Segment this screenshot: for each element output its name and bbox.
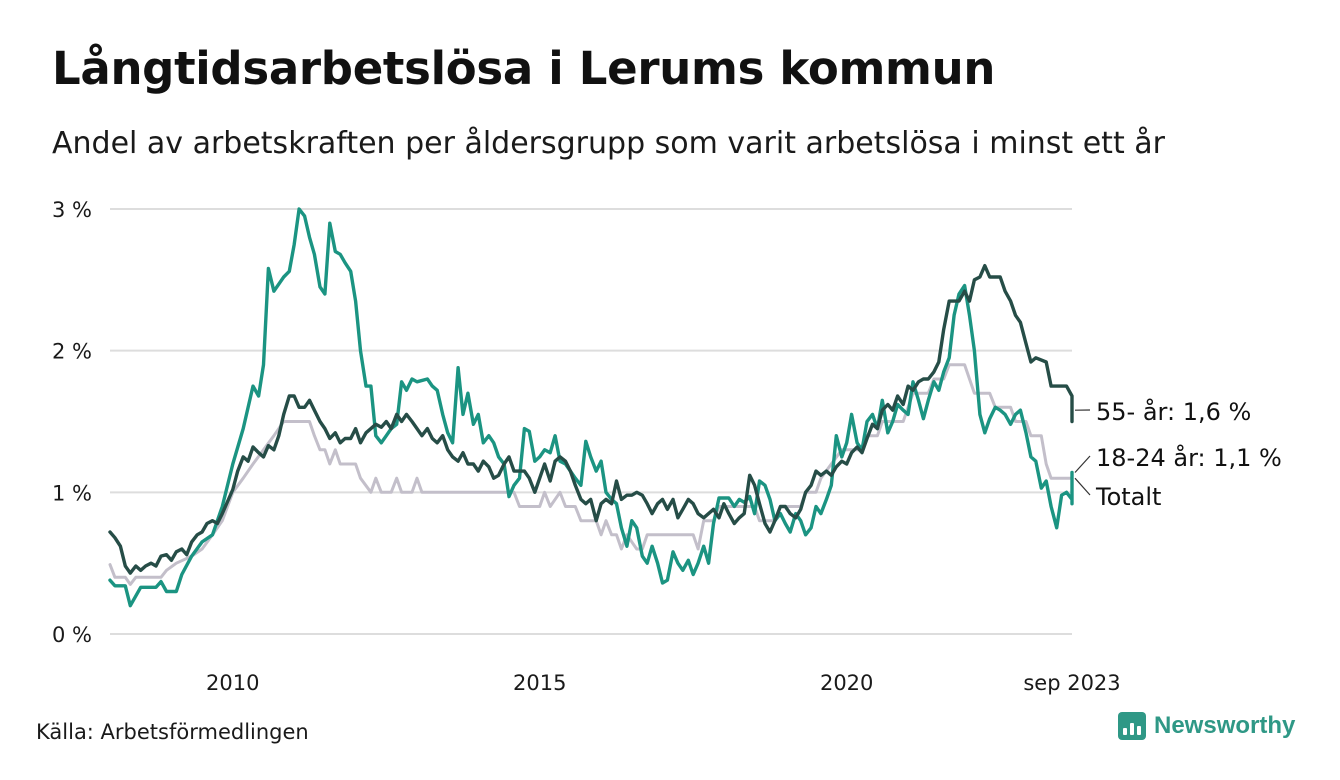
x-axis-ticks: 2010 2015 2020 sep 2023 <box>206 671 1121 695</box>
series-label-total: Totalt <box>1095 483 1161 511</box>
series-line-age_55 <box>108 264 1074 575</box>
y-tick-label: 2 % <box>52 340 92 364</box>
page-title: Långtidsarbetslösa i Lerums kommun <box>52 42 996 95</box>
brand-logo[interactable]: Newsworthy <box>1118 712 1295 740</box>
brand-name: Newsworthy <box>1154 712 1296 739</box>
chart-bars-icon <box>1118 712 1146 740</box>
y-axis-ticks: 0 % 1 % 2 % 3 % <box>52 198 92 647</box>
x-tick-label: 2010 <box>206 671 259 695</box>
label-leader-total <box>1074 477 1091 496</box>
y-tick-label: 1 % <box>52 481 92 505</box>
page-subtitle: Andel av arbetskraften per åldersgrupp s… <box>52 126 1165 161</box>
x-tick-label: 2015 <box>513 671 566 695</box>
series-label-age_18_24: 18-24 år: 1,1 % <box>1096 443 1282 472</box>
gridlines <box>110 208 1072 635</box>
series-lines <box>108 207 1074 608</box>
x-tick-label: 2020 <box>820 671 873 695</box>
y-tick-label: 0 % <box>52 623 92 647</box>
series-label-age_55: 55- år: 1,6 % <box>1096 397 1251 426</box>
x-tick-label: sep 2023 <box>1023 671 1120 695</box>
series-line-age_18_24 <box>108 207 1074 608</box>
line-chart: 0 % 1 % 2 % 3 % 2010 2015 2020 sep 2023 Totalt… <box>52 198 1282 695</box>
source-note: Källa: Arbetsförmedlingen <box>36 720 309 744</box>
y-tick-label: 3 % <box>52 198 92 222</box>
series-labels: Totalt 18-24 år: 1,1 % 55- år: 1,6 % <box>1074 397 1282 511</box>
label-leader-age_18_24 <box>1074 455 1091 473</box>
